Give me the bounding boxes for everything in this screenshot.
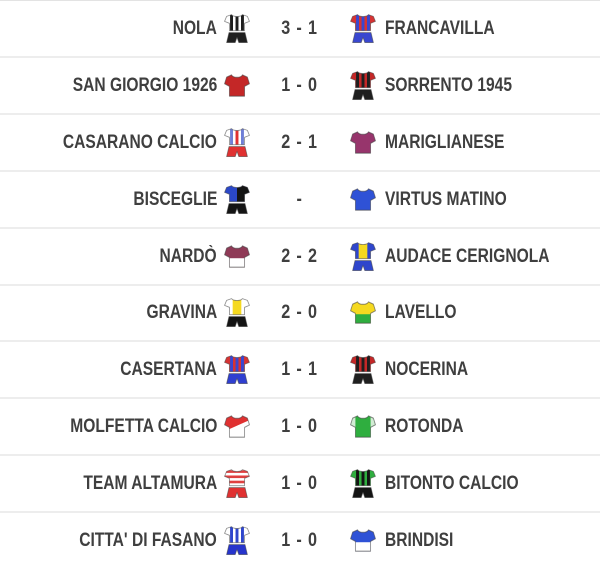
away-team-cell: NOCERINA: [350, 355, 600, 385]
score-cell: 1 - 1: [250, 360, 350, 379]
home-team-name: GRAVINA: [146, 302, 217, 324]
home-team-name: CASERTANA: [120, 359, 217, 381]
away-team-name: BITONTO CALCIO: [385, 473, 519, 495]
home-team-name: CASARANO CALCIO: [62, 131, 217, 153]
away-team-jersey-icon: [350, 529, 376, 552]
home-team-cell: CITTA' DI FASANO: [0, 526, 250, 556]
match-score: 3 - 1: [281, 17, 319, 39]
score-cell: 1 - 0: [250, 531, 350, 550]
away-team-cell: ROTONDA: [350, 415, 600, 439]
away-team-name: LAVELLO: [385, 302, 457, 324]
away-team-name: VIRTUS MATINO: [385, 188, 507, 210]
away-team-cell: AUDACE CERIGNOLA: [350, 241, 600, 271]
home-team-jersey-icon: [224, 184, 250, 214]
away-team-cell: BRINDISI: [350, 529, 600, 552]
away-team-cell: VIRTUS MATINO: [350, 187, 600, 211]
away-team-name: NOCERINA: [385, 359, 469, 381]
match-score: 1 - 0: [281, 74, 319, 96]
home-team-name: MOLFETTA CALCIO: [69, 416, 217, 438]
score-cell: 1 - 0: [250, 417, 350, 436]
home-team-jersey-icon: [224, 74, 250, 97]
away-team-jersey-icon: [350, 241, 376, 271]
match-row[interactable]: GRAVINA 2 - 0 LAVELLO: [0, 285, 600, 343]
home-team-jersey-icon: [224, 127, 250, 157]
home-team-name: CITTA' DI FASANO: [79, 530, 217, 552]
match-row[interactable]: TEAM ALTAMURA 1 - 0 BITONTO CALCIO: [0, 456, 600, 514]
home-team-jersey-icon: [224, 355, 250, 385]
away-team-cell: BITONTO CALCIO: [350, 469, 600, 499]
match-row[interactable]: BISCEGLIE - VIRTUS MATINO: [0, 171, 600, 229]
match-score: 1 - 0: [281, 473, 319, 495]
score-cell: 1 - 0: [250, 474, 350, 493]
match-score: 2 - 2: [281, 245, 319, 267]
home-team-cell: SAN GIORGIO 1926: [0, 74, 250, 97]
match-score: 1 - 0: [281, 530, 319, 552]
home-team-cell: CASARANO CALCIO: [0, 127, 250, 157]
home-team-cell: GRAVINA: [0, 298, 250, 328]
home-team-cell: TEAM ALTAMURA: [0, 469, 250, 499]
away-team-jersey-icon: [350, 187, 376, 211]
away-team-name: SORRENTO 1945: [385, 74, 513, 96]
away-team-jersey-icon: [350, 301, 376, 325]
home-team-jersey-icon: [224, 244, 250, 268]
away-team-name: FRANCAVILLA: [385, 17, 495, 39]
match-row[interactable]: NARDÒ 2 - 2 AUDACE CERIGNOLA: [0, 228, 600, 286]
home-team-cell: CASERTANA: [0, 355, 250, 385]
score-cell: 2 - 2: [250, 247, 350, 266]
home-team-cell: NOLA: [0, 14, 250, 43]
away-team-name: BRINDISI: [385, 530, 454, 552]
match-score: 2 - 0: [281, 302, 319, 324]
match-row[interactable]: NOLA 3 - 1 FRANCAVILLA: [0, 1, 600, 58]
away-team-name: AUDACE CERIGNOLA: [385, 245, 550, 267]
match-row[interactable]: CITTA' DI FASANO 1 - 0 BRINDISI: [0, 513, 600, 568]
home-team-name: TEAM ALTAMURA: [83, 473, 217, 495]
away-team-jersey-icon: [350, 14, 376, 43]
home-team-jersey-icon: [224, 14, 250, 43]
match-score: -: [296, 188, 304, 210]
home-team-jersey-icon: [224, 526, 250, 556]
away-team-jersey-icon: [350, 355, 376, 385]
match-row[interactable]: MOLFETTA CALCIO 1 - 0 ROTONDA: [0, 399, 600, 457]
away-team-jersey-icon: [350, 131, 376, 154]
away-team-name: ROTONDA: [385, 416, 464, 438]
home-team-cell: MOLFETTA CALCIO: [0, 415, 250, 439]
away-team-jersey-icon: [350, 469, 376, 499]
home-team-name: NOLA: [172, 17, 217, 39]
home-team-jersey-icon: [224, 298, 250, 328]
score-cell: 1 - 0: [250, 76, 350, 95]
away-team-name: MARIGLIANESE: [385, 131, 505, 153]
away-team-cell: LAVELLO: [350, 301, 600, 325]
home-team-name: BISCEGLIE: [133, 188, 217, 210]
away-team-cell: MARIGLIANESE: [350, 131, 600, 154]
home-team-cell: BISCEGLIE: [0, 184, 250, 214]
score-cell: 2 - 0: [250, 303, 350, 322]
score-cell: 3 - 1: [250, 19, 350, 38]
match-score: 1 - 0: [281, 416, 319, 438]
match-row[interactable]: SAN GIORGIO 1926 1 - 0 SORRENTO 1945: [0, 57, 600, 115]
home-team-cell: NARDÒ: [0, 244, 250, 268]
match-score: 2 - 1: [281, 131, 319, 153]
home-team-name: SAN GIORGIO 1926: [72, 74, 217, 96]
match-row[interactable]: CASARANO CALCIO 2 - 1 MARIGLIANESE: [0, 114, 600, 172]
home-team-jersey-icon: [224, 415, 250, 439]
score-cell: 2 - 1: [250, 133, 350, 152]
away-team-jersey-icon: [350, 415, 376, 439]
home-team-name: NARDÒ: [159, 245, 217, 267]
score-cell: -: [250, 190, 350, 209]
away-team-cell: SORRENTO 1945: [350, 71, 600, 100]
away-team-jersey-icon: [350, 71, 376, 100]
match-score: 1 - 1: [281, 359, 319, 381]
match-row[interactable]: CASERTANA 1 - 1 NOCERINA: [0, 342, 600, 400]
away-team-cell: FRANCAVILLA: [350, 14, 600, 43]
home-team-jersey-icon: [224, 469, 250, 499]
